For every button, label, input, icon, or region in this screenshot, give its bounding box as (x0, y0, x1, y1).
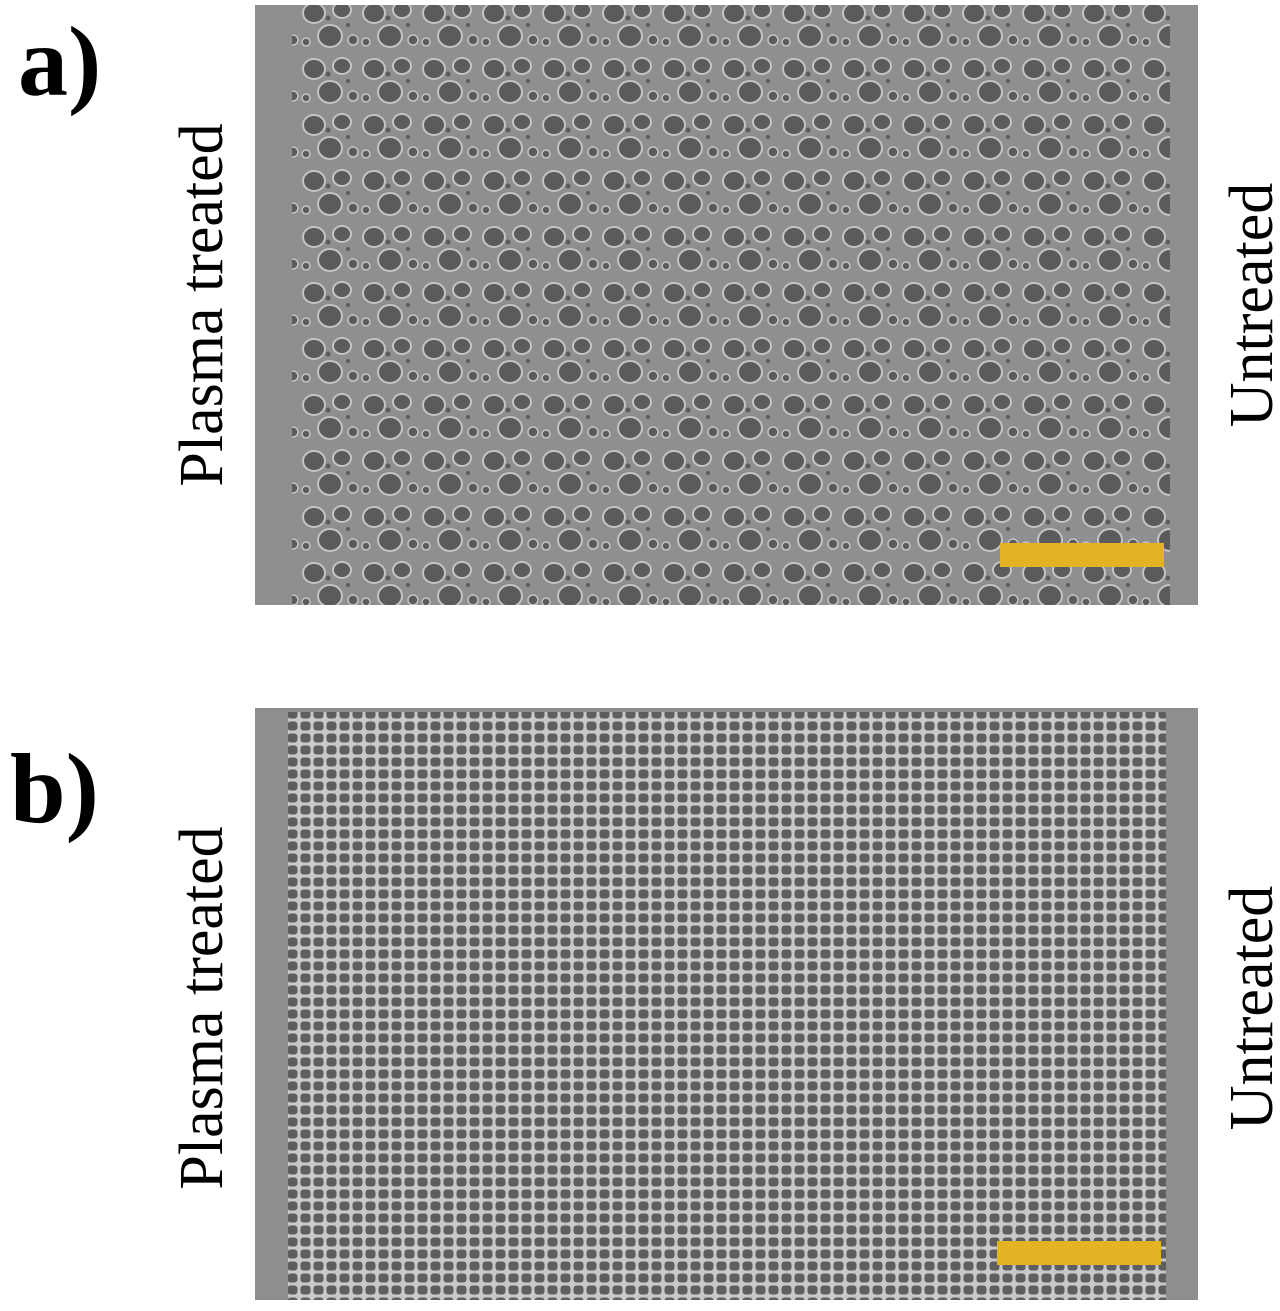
right-label: Untreated (1218, 886, 1280, 1130)
left-label: Plasma treated (168, 826, 236, 1189)
micrograph (292, 5, 1170, 605)
panel-label: b) (10, 733, 99, 844)
micrograph (288, 712, 1166, 1300)
scale-bar (1000, 543, 1164, 567)
right-label: Untreated (1218, 183, 1280, 427)
panel-label: a) (18, 6, 101, 117)
scale-bar (997, 1241, 1161, 1265)
left-label: Plasma treated (168, 123, 236, 486)
